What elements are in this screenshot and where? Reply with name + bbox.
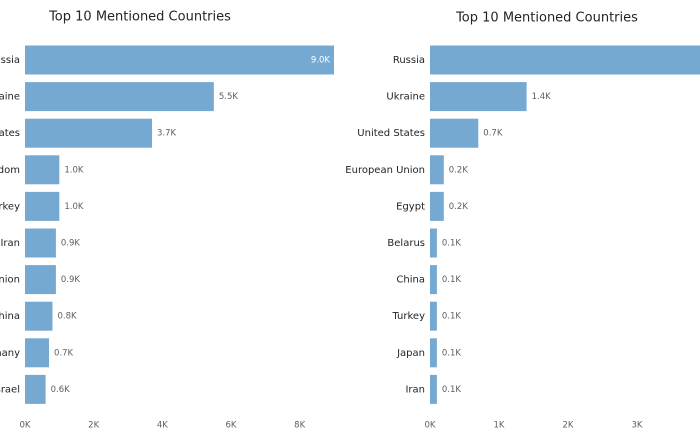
bar [430, 45, 700, 75]
bar [430, 228, 437, 258]
value-label: 0.7K [54, 348, 74, 358]
bar [25, 45, 334, 75]
bar [430, 265, 437, 295]
value-label: 0.1K [442, 348, 462, 358]
bar [25, 155, 60, 185]
category-label: United States [357, 128, 425, 139]
bar [25, 82, 214, 112]
x-tick-label: 6K [226, 421, 237, 431]
value-label: 1.4K [532, 92, 552, 102]
value-label: 0.7K [483, 129, 503, 139]
category-label: Belarus [387, 238, 425, 249]
bar [430, 118, 479, 148]
bar [25, 338, 50, 368]
bar [430, 301, 437, 331]
bar [25, 191, 60, 221]
category-label: Ukraine [386, 92, 425, 103]
x-tick-label: 8K [294, 421, 305, 431]
value-label: 0.9K [61, 275, 81, 285]
bar [25, 374, 46, 404]
value-label: 1.0K [64, 202, 84, 212]
value-label: 0.1K [442, 312, 462, 322]
x-tick-label: 2K [563, 421, 574, 431]
value-label: 0.1K [442, 239, 462, 249]
x-tick-label: 2K [88, 421, 99, 431]
category-label: Egypt [396, 201, 425, 212]
x-tick-label: 0K [20, 421, 31, 431]
value-label: 9.0K [311, 56, 331, 66]
category-label: Iran [405, 384, 425, 395]
chart-title: Top 10 Mentioned Countries [455, 11, 638, 26]
value-label: 5.5K [219, 92, 239, 102]
bar [430, 155, 444, 185]
x-tick-label: 1K [494, 421, 505, 431]
x-tick-label: 3K [632, 421, 643, 431]
category-label: Iran [0, 238, 20, 249]
chart-title: Top 10 Mentioned Countries [48, 10, 231, 25]
bar [25, 118, 153, 148]
value-label: 0.8K [57, 312, 77, 322]
x-tick-label: 0K [425, 421, 436, 431]
category-label: urkey [0, 201, 20, 212]
value-label: 0.2K [449, 202, 469, 212]
category-label: srael [0, 384, 20, 395]
category-label: Russia [393, 55, 425, 66]
category-label: many [0, 348, 20, 359]
category-label: kraine [0, 92, 20, 103]
category-label: China [396, 275, 425, 286]
category-label: tates [0, 128, 20, 139]
value-label: 1.0K [64, 165, 84, 175]
value-label: 0.1K [442, 385, 462, 395]
category-label: hina [0, 311, 20, 322]
bar [25, 265, 56, 295]
value-label: 0.2K [449, 165, 469, 175]
value-label: 0.9K [61, 239, 81, 249]
bar [25, 301, 53, 331]
bar [430, 338, 437, 368]
bar [430, 374, 437, 404]
value-label: 0.6K [51, 385, 71, 395]
category-label: ussia [0, 55, 20, 66]
x-tick-label: 4K [157, 421, 168, 431]
value-label: 3.7K [157, 129, 177, 139]
bar [430, 82, 527, 112]
value-label: 0.1K [442, 275, 462, 285]
category-label: nion [0, 275, 20, 286]
category-label: European Union [345, 165, 425, 176]
bar [25, 228, 56, 258]
category-label: dom [0, 165, 20, 176]
category-label: Japan [396, 348, 425, 359]
category-label: Turkey [391, 311, 425, 322]
bar [430, 191, 444, 221]
